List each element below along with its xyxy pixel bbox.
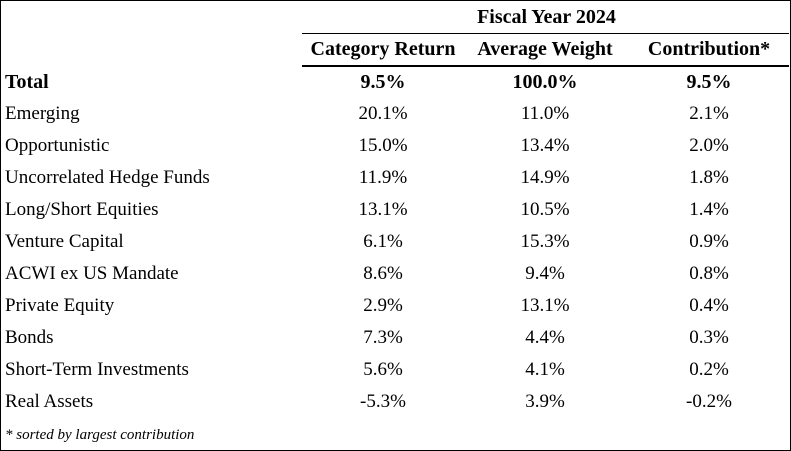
table-row: Private Equity 2.9% 13.1% 0.4% (0, 290, 789, 322)
contribution-cell: 0.9% (689, 231, 729, 252)
table-row: ACWI ex US Mandate 8.6% 9.4% 0.8% (0, 258, 789, 290)
row-label: ACWI ex US Mandate (5, 263, 179, 284)
row-label: Uncorrelated Hedge Funds (5, 167, 210, 188)
footnote: * sorted by largest contribution (5, 427, 195, 443)
contribution-cell: 9.5% (686, 71, 732, 93)
contribution-cell: 1.8% (689, 167, 729, 188)
category-return-cell: 13.1% (358, 199, 408, 220)
row-label: Venture Capital (5, 231, 124, 252)
category-return-cell: 6.1% (363, 231, 403, 252)
category-return-cell: 9.5% (360, 71, 406, 93)
row-label: Bonds (5, 327, 54, 348)
category-return-cell: 11.9% (358, 167, 408, 188)
average-weight-cell: 11.0% (520, 103, 570, 124)
row-label: Long/Short Equities (5, 199, 159, 220)
category-return-cell: 5.6% (363, 359, 403, 380)
average-weight-cell: 4.1% (525, 359, 565, 380)
table-row: Opportunistic 15.0% 13.4% 2.0% (0, 130, 789, 162)
category-return-cell: -5.3% (360, 391, 406, 412)
category-return-cell: 8.6% (363, 263, 403, 284)
average-weight-cell: 13.4% (520, 135, 570, 156)
average-weight-cell: 3.9% (525, 391, 565, 412)
category-return-cell: 20.1% (358, 103, 408, 124)
table-row: Uncorrelated Hedge Funds 11.9% 14.9% 1.8… (0, 162, 789, 194)
table-row: Long/Short Equities 13.1% 10.5% 1.4% (0, 194, 789, 226)
category-return-cell: 2.9% (363, 295, 403, 316)
table-row: Bonds 7.3% 4.4% 0.3% (0, 322, 789, 354)
column-header-underline (302, 65, 789, 67)
contribution-cell: 2.1% (689, 103, 729, 124)
contribution-cell: 0.2% (689, 359, 729, 380)
average-weight-cell: 100.0% (512, 71, 578, 93)
contribution-cell: 0.4% (689, 295, 729, 316)
contribution-cell: 1.4% (689, 199, 729, 220)
contribution-cell: 0.8% (689, 263, 729, 284)
row-label: Short-Term Investments (5, 359, 189, 380)
average-weight-cell: 9.4% (525, 263, 565, 284)
average-weight-cell: 15.3% (520, 231, 570, 252)
row-label: Opportunistic (5, 135, 110, 156)
contribution-cell: 2.0% (689, 135, 729, 156)
row-label: Real Assets (5, 391, 94, 412)
average-weight-cell: 4.4% (525, 327, 565, 348)
average-weight-cell: 13.1% (520, 295, 570, 316)
total-row: Total 9.5% 100.0% 9.5% (0, 66, 789, 98)
row-label: Private Equity (5, 295, 115, 316)
period-header: Fiscal Year 2024 (477, 6, 616, 28)
contribution-cell: -0.2% (686, 391, 732, 412)
table-row: Short-Term Investments 5.6% 4.1% 0.2% (0, 354, 789, 386)
average-weight-cell: 10.5% (520, 199, 570, 220)
table-row: Real Assets -5.3% 3.9% -0.2% (0, 386, 789, 418)
header-divider (302, 33, 789, 34)
column-header-average-weight: Average Weight (477, 38, 613, 60)
column-header-category-return: Category Return (310, 38, 456, 60)
row-label: Total (5, 71, 49, 93)
average-weight-cell: 14.9% (520, 167, 570, 188)
category-return-cell: 7.3% (363, 327, 403, 348)
category-return-cell: 15.0% (358, 135, 408, 156)
row-label: Emerging (5, 103, 80, 124)
contribution-cell: 0.3% (689, 327, 729, 348)
table-row: Venture Capital 6.1% 15.3% 0.9% (0, 226, 789, 258)
table-row: Emerging 20.1% 11.0% 2.1% (0, 98, 789, 130)
column-header-contribution: Contribution* (647, 38, 771, 60)
